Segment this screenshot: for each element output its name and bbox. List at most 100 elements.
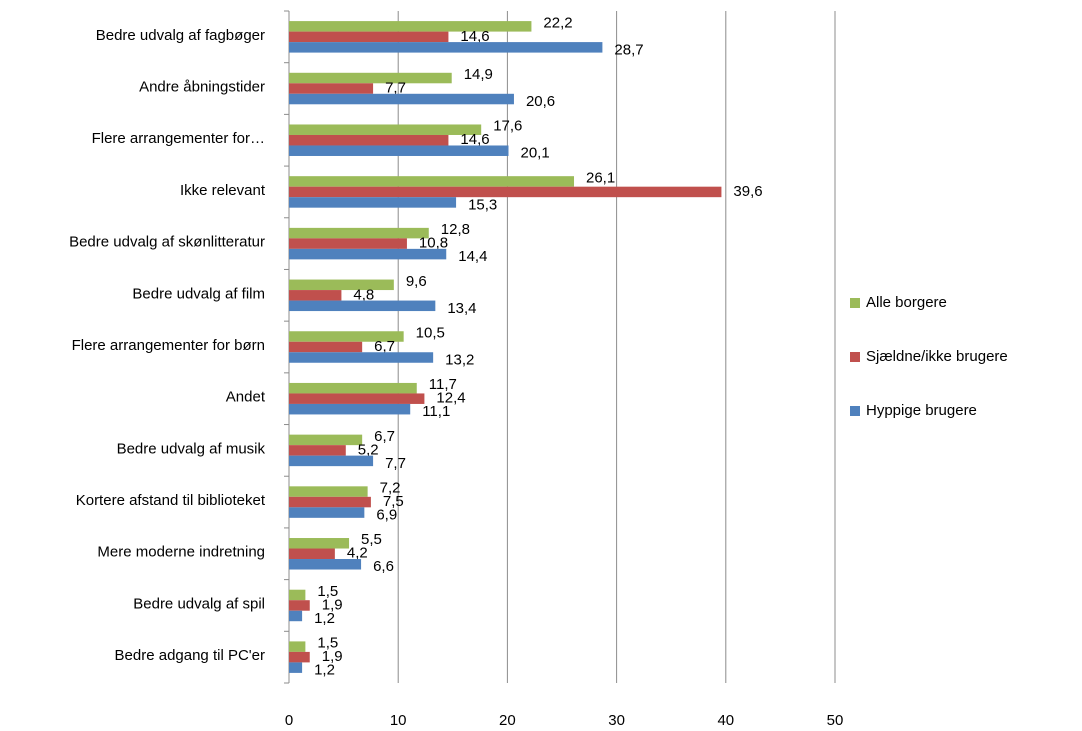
value-label: 1,2 bbox=[314, 662, 335, 679]
bar bbox=[289, 610, 303, 622]
bar bbox=[289, 600, 310, 611]
value-label: 14,9 bbox=[464, 66, 493, 83]
value-label: 1,2 bbox=[314, 610, 335, 627]
bar bbox=[289, 72, 452, 84]
bar bbox=[289, 651, 310, 663]
bar bbox=[289, 662, 303, 673]
y-tick-label: Mere moderne indretning bbox=[97, 544, 265, 561]
bar bbox=[289, 42, 603, 53]
bar bbox=[289, 197, 457, 208]
value-label: 9,6 bbox=[406, 273, 427, 290]
y-tick-label: Bedre udvalg af fagbøger bbox=[96, 27, 265, 44]
value-label: 12,4 bbox=[436, 390, 465, 407]
bar bbox=[289, 445, 346, 456]
bar bbox=[289, 341, 363, 353]
legend-label: Sjældne/ikke brugere bbox=[866, 348, 1008, 365]
value-label: 11,1 bbox=[422, 403, 450, 420]
y-tick-label: Bedre udvalg af musik bbox=[117, 440, 266, 457]
value-label: 11,7 bbox=[429, 376, 457, 393]
y-tick-label: Bedre udvalg af film bbox=[132, 285, 265, 302]
value-label: 13,2 bbox=[445, 351, 474, 368]
bar bbox=[289, 548, 335, 560]
value-label: 5,5 bbox=[361, 531, 382, 548]
legend-swatch bbox=[850, 298, 860, 308]
x-tick-label: 20 bbox=[499, 712, 516, 729]
value-label: 10,8 bbox=[419, 235, 448, 252]
y-tick-label: Andre åbningstider bbox=[139, 79, 265, 96]
value-label: 15,3 bbox=[468, 196, 497, 213]
x-tick-label: 10 bbox=[390, 712, 407, 729]
bar bbox=[289, 83, 374, 94]
bar bbox=[289, 93, 514, 105]
value-label: 7,7 bbox=[385, 455, 406, 472]
value-label: 1,9 bbox=[322, 648, 343, 665]
y-tick-label: Andet bbox=[226, 389, 266, 406]
bar bbox=[289, 21, 532, 32]
value-label: 22,2 bbox=[543, 14, 572, 31]
value-label: 6,7 bbox=[374, 338, 395, 355]
x-tick-label: 40 bbox=[717, 712, 734, 729]
bar bbox=[289, 641, 306, 652]
bar bbox=[289, 279, 394, 291]
bar bbox=[289, 238, 407, 249]
y-tick-label: Flere arrangementer for… bbox=[92, 130, 265, 147]
bar bbox=[289, 403, 411, 415]
y-tick-label: Bedre udvalg af skønlitteratur bbox=[69, 234, 265, 251]
bar bbox=[289, 186, 722, 198]
bar bbox=[289, 393, 425, 404]
legend-label: Alle borgere bbox=[866, 294, 947, 311]
value-label: 1,9 bbox=[322, 596, 343, 613]
bar bbox=[289, 248, 447, 260]
bar bbox=[289, 455, 374, 467]
value-label: 20,6 bbox=[526, 93, 555, 110]
value-label: 1,5 bbox=[317, 583, 338, 600]
bar bbox=[289, 124, 482, 135]
value-label: 28,7 bbox=[614, 41, 643, 58]
value-label: 20,1 bbox=[520, 145, 549, 162]
x-tick-label: 0 bbox=[285, 712, 293, 729]
legend-label: Hyppige brugere bbox=[866, 402, 977, 419]
value-label: 14,4 bbox=[458, 248, 487, 265]
bar bbox=[289, 176, 575, 187]
value-label: 7,7 bbox=[385, 80, 406, 97]
y-tick-label: Bedre adgang til PC'er bbox=[115, 647, 265, 664]
value-label: 6,9 bbox=[376, 507, 397, 524]
legend-swatch bbox=[850, 352, 860, 362]
x-tick-label: 50 bbox=[827, 712, 844, 729]
value-label: 6,7 bbox=[374, 428, 395, 445]
value-label: 5,2 bbox=[358, 441, 379, 458]
bar bbox=[289, 331, 404, 342]
bar bbox=[289, 227, 429, 239]
value-label: 14,6 bbox=[460, 131, 489, 148]
bar bbox=[289, 352, 434, 363]
bar bbox=[289, 145, 509, 156]
bar bbox=[289, 134, 449, 146]
value-label: 1,5 bbox=[317, 635, 338, 652]
legend-swatch bbox=[850, 406, 860, 416]
bar bbox=[289, 559, 362, 570]
bar bbox=[289, 486, 368, 497]
bar bbox=[289, 31, 449, 43]
y-tick-label: Kortere afstand til biblioteket bbox=[76, 492, 266, 509]
bar bbox=[289, 496, 371, 508]
value-label: 4,8 bbox=[353, 286, 374, 303]
value-label: 14,6 bbox=[460, 28, 489, 45]
value-label: 39,6 bbox=[733, 183, 762, 200]
value-label: 17,6 bbox=[493, 118, 522, 135]
bar bbox=[289, 290, 342, 301]
bar bbox=[289, 434, 363, 446]
bar bbox=[289, 507, 365, 518]
value-label: 13,4 bbox=[447, 300, 476, 317]
y-tick-label: Ikke relevant bbox=[180, 182, 266, 199]
value-label: 12,8 bbox=[441, 221, 470, 238]
x-tick-label: 30 bbox=[608, 712, 625, 729]
value-label: 4,2 bbox=[347, 545, 368, 562]
value-label: 7,5 bbox=[383, 493, 404, 510]
bar bbox=[289, 589, 306, 601]
value-label: 10,5 bbox=[416, 324, 445, 341]
y-tick-label: Bedre udvalg af spil bbox=[133, 595, 265, 612]
bar bbox=[289, 538, 350, 549]
bar bbox=[289, 382, 417, 394]
y-tick-label: Flere arrangementer for børn bbox=[72, 337, 265, 354]
